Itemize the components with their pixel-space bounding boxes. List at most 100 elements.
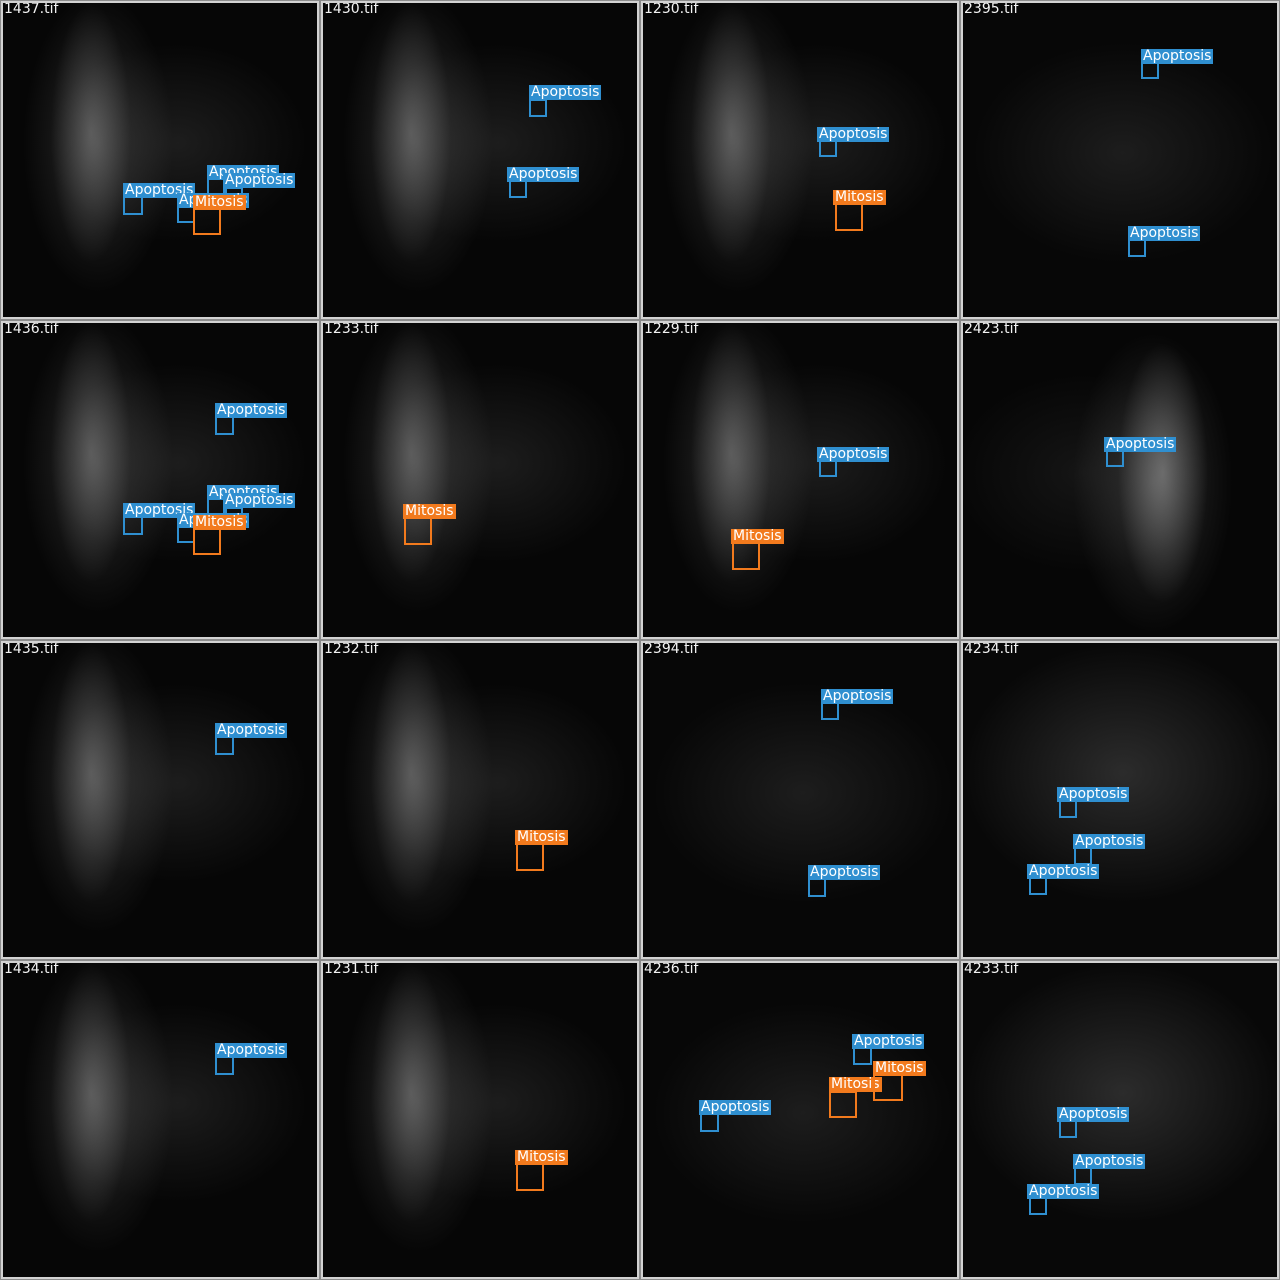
mitosis-bbox [873,1073,903,1101]
tile-filename: 1436.tif [4,323,59,337]
apoptosis-label: Apoptosis [821,688,894,704]
image-tile[interactable]: 1436.tif Apoptosis Apoptosis Apoptosis A… [3,323,317,637]
microscopy-image [643,3,957,317]
apoptosis-bbox [215,736,234,755]
microscopy-image [3,323,317,637]
image-tile[interactable]: 1430.tif Apoptosis Apoptosis [323,3,637,317]
apoptosis-bbox [1029,877,1047,895]
apoptosis-label: Apoptosis [123,502,196,518]
tile-filename: 1434.tif [4,963,59,977]
mitosis-label: Mitosis [193,514,246,530]
mitosis-bbox [732,542,760,570]
microscopy-image [643,963,957,1277]
tile-filename: 4236.tif [644,963,699,977]
mitosis-bbox [829,1091,857,1118]
apoptosis-label: Apoptosis [1073,1153,1146,1169]
apoptosis-label: Apoptosis [223,172,296,188]
microscopy-image [3,963,317,1277]
tile-filename: 4234.tif [964,643,1019,657]
apoptosis-label: Apoptosis [1057,1106,1130,1122]
microscopy-image [3,3,317,317]
image-tile[interactable]: 2395.tif Apoptosis Apoptosis [963,3,1277,317]
image-tile[interactable]: 4233.tif Apoptosis Apoptosis Apoptosis [963,963,1277,1277]
tile-filename: 1430.tif [324,3,379,17]
apoptosis-label: Apoptosis [223,492,296,508]
microscopy-image [643,643,957,957]
apoptosis-label: Apoptosis [699,1099,772,1115]
apoptosis-label: Apoptosis [808,864,881,880]
microscopy-image [323,963,637,1277]
apoptosis-label: Apoptosis [529,84,602,100]
tile-filename: 1229.tif [644,323,699,337]
apoptosis-label: Apoptosis [1104,436,1177,452]
tile-filename: 2423.tif [964,323,1019,337]
apoptosis-label: Apoptosis [817,126,890,142]
tile-filename: 1437.tif [4,3,59,17]
mitosis-bbox [516,1163,544,1191]
apoptosis-bbox [1059,800,1077,818]
apoptosis-label: Apoptosis [817,446,890,462]
apoptosis-label: Apoptosis [1027,1183,1100,1199]
tile-filename: 2394.tif [644,643,699,657]
mitosis-bbox [516,843,544,871]
tile-filename: 1231.tif [324,963,379,977]
apoptosis-bbox [215,1056,234,1075]
mitosis-bbox [404,517,432,545]
image-tile[interactable]: 1229.tif Apoptosis Mitosis [643,323,957,637]
microscopy-image [3,643,317,957]
apoptosis-label: Apoptosis [215,402,288,418]
mitosis-bbox [193,208,221,235]
apoptosis-bbox [1029,1197,1047,1215]
apoptosis-label: Apoptosis [852,1033,925,1049]
image-tile[interactable]: 4236.tif Apoptosis Apoptosis Mitosis Mit… [643,963,957,1277]
microscopy-image [323,3,637,317]
image-tile[interactable]: 1434.tif Apoptosis [3,963,317,1277]
apoptosis-bbox [821,702,839,720]
mitosis-label: Mitosis [829,1076,882,1092]
image-tile[interactable]: 1437.tif Apoptosis Apoptosis Apoptosis A… [3,3,317,317]
mitosis-label: Mitosis [515,829,568,845]
apoptosis-label: Apoptosis [215,1042,288,1058]
apoptosis-bbox [808,878,826,897]
mitosis-label: Mitosis [515,1149,568,1165]
tile-filename: 2395.tif [964,3,1019,17]
image-tile[interactable]: 2423.tif Apoptosis [963,323,1277,637]
mitosis-label: Mitosis [193,194,246,210]
microscopy-image [323,323,637,637]
apoptosis-label: Apoptosis [123,182,196,198]
mitosis-label: Mitosis [731,528,784,544]
apoptosis-bbox [215,416,234,435]
apoptosis-label: Apoptosis [507,166,580,182]
image-tile[interactable]: 4234.tif Apoptosis Apoptosis Apoptosis [963,643,1277,957]
apoptosis-label: Apoptosis [1141,48,1214,64]
tile-filename: 1233.tif [324,323,379,337]
mitosis-label: Mitosis [873,1060,926,1076]
mitosis-label: Mitosis [833,189,886,205]
tile-filename: 1230.tif [644,3,699,17]
tile-filename: 1435.tif [4,643,59,657]
apoptosis-bbox [529,99,547,117]
microscopy-image [963,323,1277,637]
apoptosis-label: Apoptosis [1057,786,1130,802]
image-tile[interactable]: 1230.tif Apoptosis Mitosis [643,3,957,317]
apoptosis-bbox [700,1113,719,1132]
microscopy-image [643,323,957,637]
apoptosis-label: Apoptosis [215,722,288,738]
microscopy-image [963,3,1277,317]
mitosis-bbox [193,528,221,555]
image-tile[interactable]: 1435.tif Apoptosis [3,643,317,957]
mitosis-label: Mitosis [403,503,456,519]
apoptosis-label: Apoptosis [1128,225,1201,241]
image-tile[interactable]: 1232.tif Mitosis [323,643,637,957]
apoptosis-label: Apoptosis [1027,863,1100,879]
microscopy-image [323,643,637,957]
image-tile[interactable]: 2394.tif Apoptosis Apoptosis [643,643,957,957]
apoptosis-bbox [1059,1120,1077,1138]
apoptosis-bbox [853,1047,872,1065]
tile-filename: 4233.tif [964,963,1019,977]
image-tile[interactable]: 1231.tif Mitosis [323,963,637,1277]
image-tile[interactable]: 1233.tif Mitosis [323,323,637,637]
tile-filename: 1232.tif [324,643,379,657]
mitosis-bbox [835,203,863,231]
apoptosis-label: Apoptosis [1073,833,1146,849]
